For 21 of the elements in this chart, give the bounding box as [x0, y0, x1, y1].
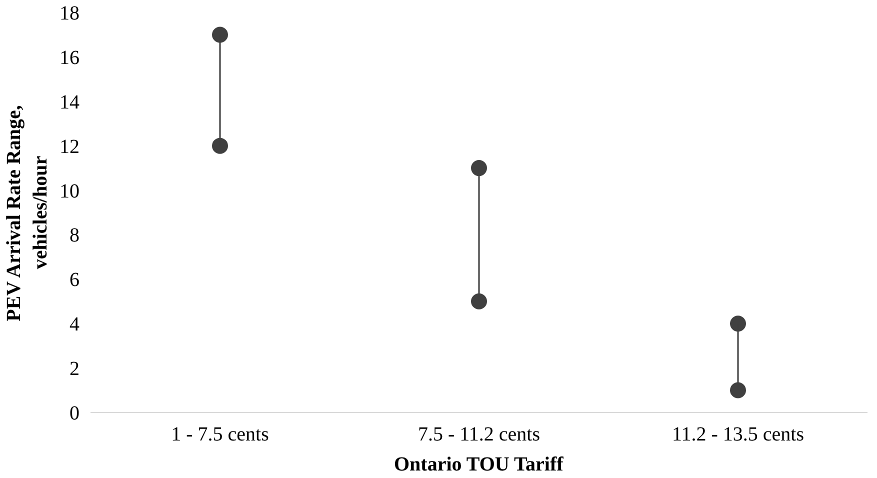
point [730, 382, 746, 398]
x-tick-label: 7.5 - 11.2 cents [418, 424, 540, 446]
y-axis-title: PEV Arrival Rate Range, vehicles/hour [3, 105, 52, 322]
y-tick-label: 0 [70, 402, 80, 424]
point [730, 316, 746, 332]
y-tick-label: 18 [60, 2, 80, 24]
point [212, 138, 228, 154]
point [471, 160, 487, 176]
y-tick-label: 4 [70, 314, 80, 336]
x-tick-label: 1 - 7.5 cents [171, 424, 270, 446]
y-tick-label: 14 [60, 91, 80, 114]
y-tick-label: 16 [60, 46, 80, 69]
y-tick-label: 2 [70, 358, 80, 380]
point [471, 293, 487, 310]
y-tick-label: 6 [70, 269, 80, 292]
x-tick-label: 11.2 - 13.5 cents [672, 424, 804, 446]
y-tick-label: 12 [60, 136, 80, 158]
point [212, 26, 228, 43]
x-axis-title: Ontario TOU Tariff [394, 454, 564, 476]
y-tick-label: 8 [70, 224, 80, 247]
y-tick-label: 10 [60, 180, 80, 202]
